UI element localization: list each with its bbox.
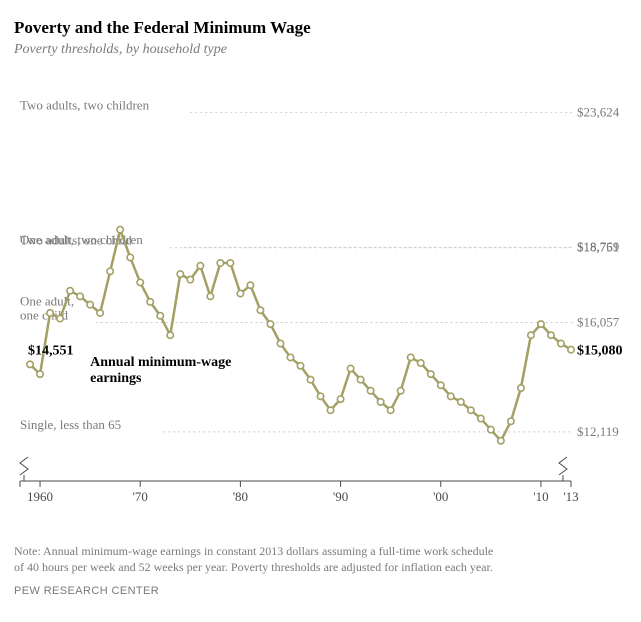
- threshold-label-left: Single, less than 65: [20, 417, 121, 432]
- data-point: [357, 376, 363, 382]
- data-point: [538, 321, 544, 327]
- data-point: [37, 371, 43, 377]
- data-point: [408, 354, 414, 360]
- chart-footnote: Note: Annual minimum-wage earnings in co…: [14, 543, 627, 575]
- data-point: [187, 276, 193, 282]
- data-point: [97, 310, 103, 316]
- x-tick-label: '13: [563, 489, 578, 504]
- data-point: [227, 260, 233, 266]
- data-point: [498, 438, 504, 444]
- source-attribution: PEW RESEARCH CENTER: [14, 585, 627, 597]
- threshold-value-label: $18,751: [577, 240, 619, 255]
- x-tick-label: '90: [333, 489, 348, 504]
- data-point: [27, 361, 33, 367]
- axis-break-zigzag: [559, 457, 567, 475]
- data-point: [558, 340, 564, 346]
- data-point: [137, 279, 143, 285]
- data-point: [438, 382, 444, 388]
- data-point: [528, 332, 534, 338]
- data-point: [317, 393, 323, 399]
- data-point: [167, 332, 173, 338]
- data-point: [387, 407, 393, 413]
- data-point: [508, 418, 514, 424]
- data-point: [488, 426, 494, 432]
- data-point: [237, 290, 243, 296]
- data-point: [397, 388, 403, 394]
- x-tick-label: 1960: [27, 489, 53, 504]
- data-point: [57, 315, 63, 321]
- start-value-label: $14,551: [28, 343, 74, 358]
- data-point: [107, 268, 113, 274]
- chart-area: Two adults, two children$23,624One adult…: [14, 72, 627, 537]
- data-point: [337, 396, 343, 402]
- chart-title: Poverty and the Federal Minimum Wage: [14, 18, 627, 38]
- data-point: [277, 340, 283, 346]
- data-point: [428, 371, 434, 377]
- x-tick-label: '10: [533, 489, 548, 504]
- threshold-label-left: Two adults, two children: [20, 97, 150, 112]
- data-point: [267, 321, 273, 327]
- earnings-line: [30, 230, 571, 441]
- x-tick-label: '00: [433, 489, 448, 504]
- data-point: [77, 293, 83, 299]
- data-point: [518, 385, 524, 391]
- data-point: [418, 360, 424, 366]
- data-point: [87, 301, 93, 307]
- data-point: [548, 332, 554, 338]
- series-label: earnings: [90, 371, 142, 386]
- threshold-value-label: $16,057: [577, 315, 620, 330]
- threshold-value-label: $23,624: [577, 104, 620, 119]
- data-point: [247, 282, 253, 288]
- x-tick-label: '80: [233, 489, 248, 504]
- end-value-label: $15,080: [577, 344, 623, 359]
- data-point: [117, 226, 123, 232]
- data-point: [127, 254, 133, 260]
- data-point: [177, 271, 183, 277]
- data-point: [458, 399, 464, 405]
- data-point: [67, 288, 73, 294]
- data-point: [377, 399, 383, 405]
- data-point: [287, 354, 293, 360]
- threshold-value-label: $12,119: [577, 424, 619, 439]
- series-label: Annual minimum-wage: [90, 355, 231, 370]
- data-point: [478, 415, 484, 421]
- data-point: [157, 313, 163, 319]
- data-point: [367, 388, 373, 394]
- footnote-line-1: Note: Annual minimum-wage earnings in co…: [14, 544, 493, 558]
- data-point: [297, 363, 303, 369]
- data-point: [217, 260, 223, 266]
- data-point: [327, 407, 333, 413]
- data-point: [448, 393, 454, 399]
- footnote-line-2: of 40 hours per week and 52 weeks per ye…: [14, 560, 493, 574]
- data-point: [568, 346, 574, 352]
- chart-subtitle: Poverty thresholds, by household type: [14, 42, 627, 58]
- data-point: [47, 310, 53, 316]
- data-point: [307, 376, 313, 382]
- x-tick-label: '70: [133, 489, 148, 504]
- data-point: [468, 407, 474, 413]
- data-point: [207, 293, 213, 299]
- axis-break-zigzag: [20, 457, 28, 475]
- data-point: [147, 299, 153, 305]
- chart-svg: Two adults, two children$23,624One adult…: [14, 72, 627, 537]
- data-point: [347, 365, 353, 371]
- data-point: [257, 307, 263, 313]
- data-point: [197, 263, 203, 269]
